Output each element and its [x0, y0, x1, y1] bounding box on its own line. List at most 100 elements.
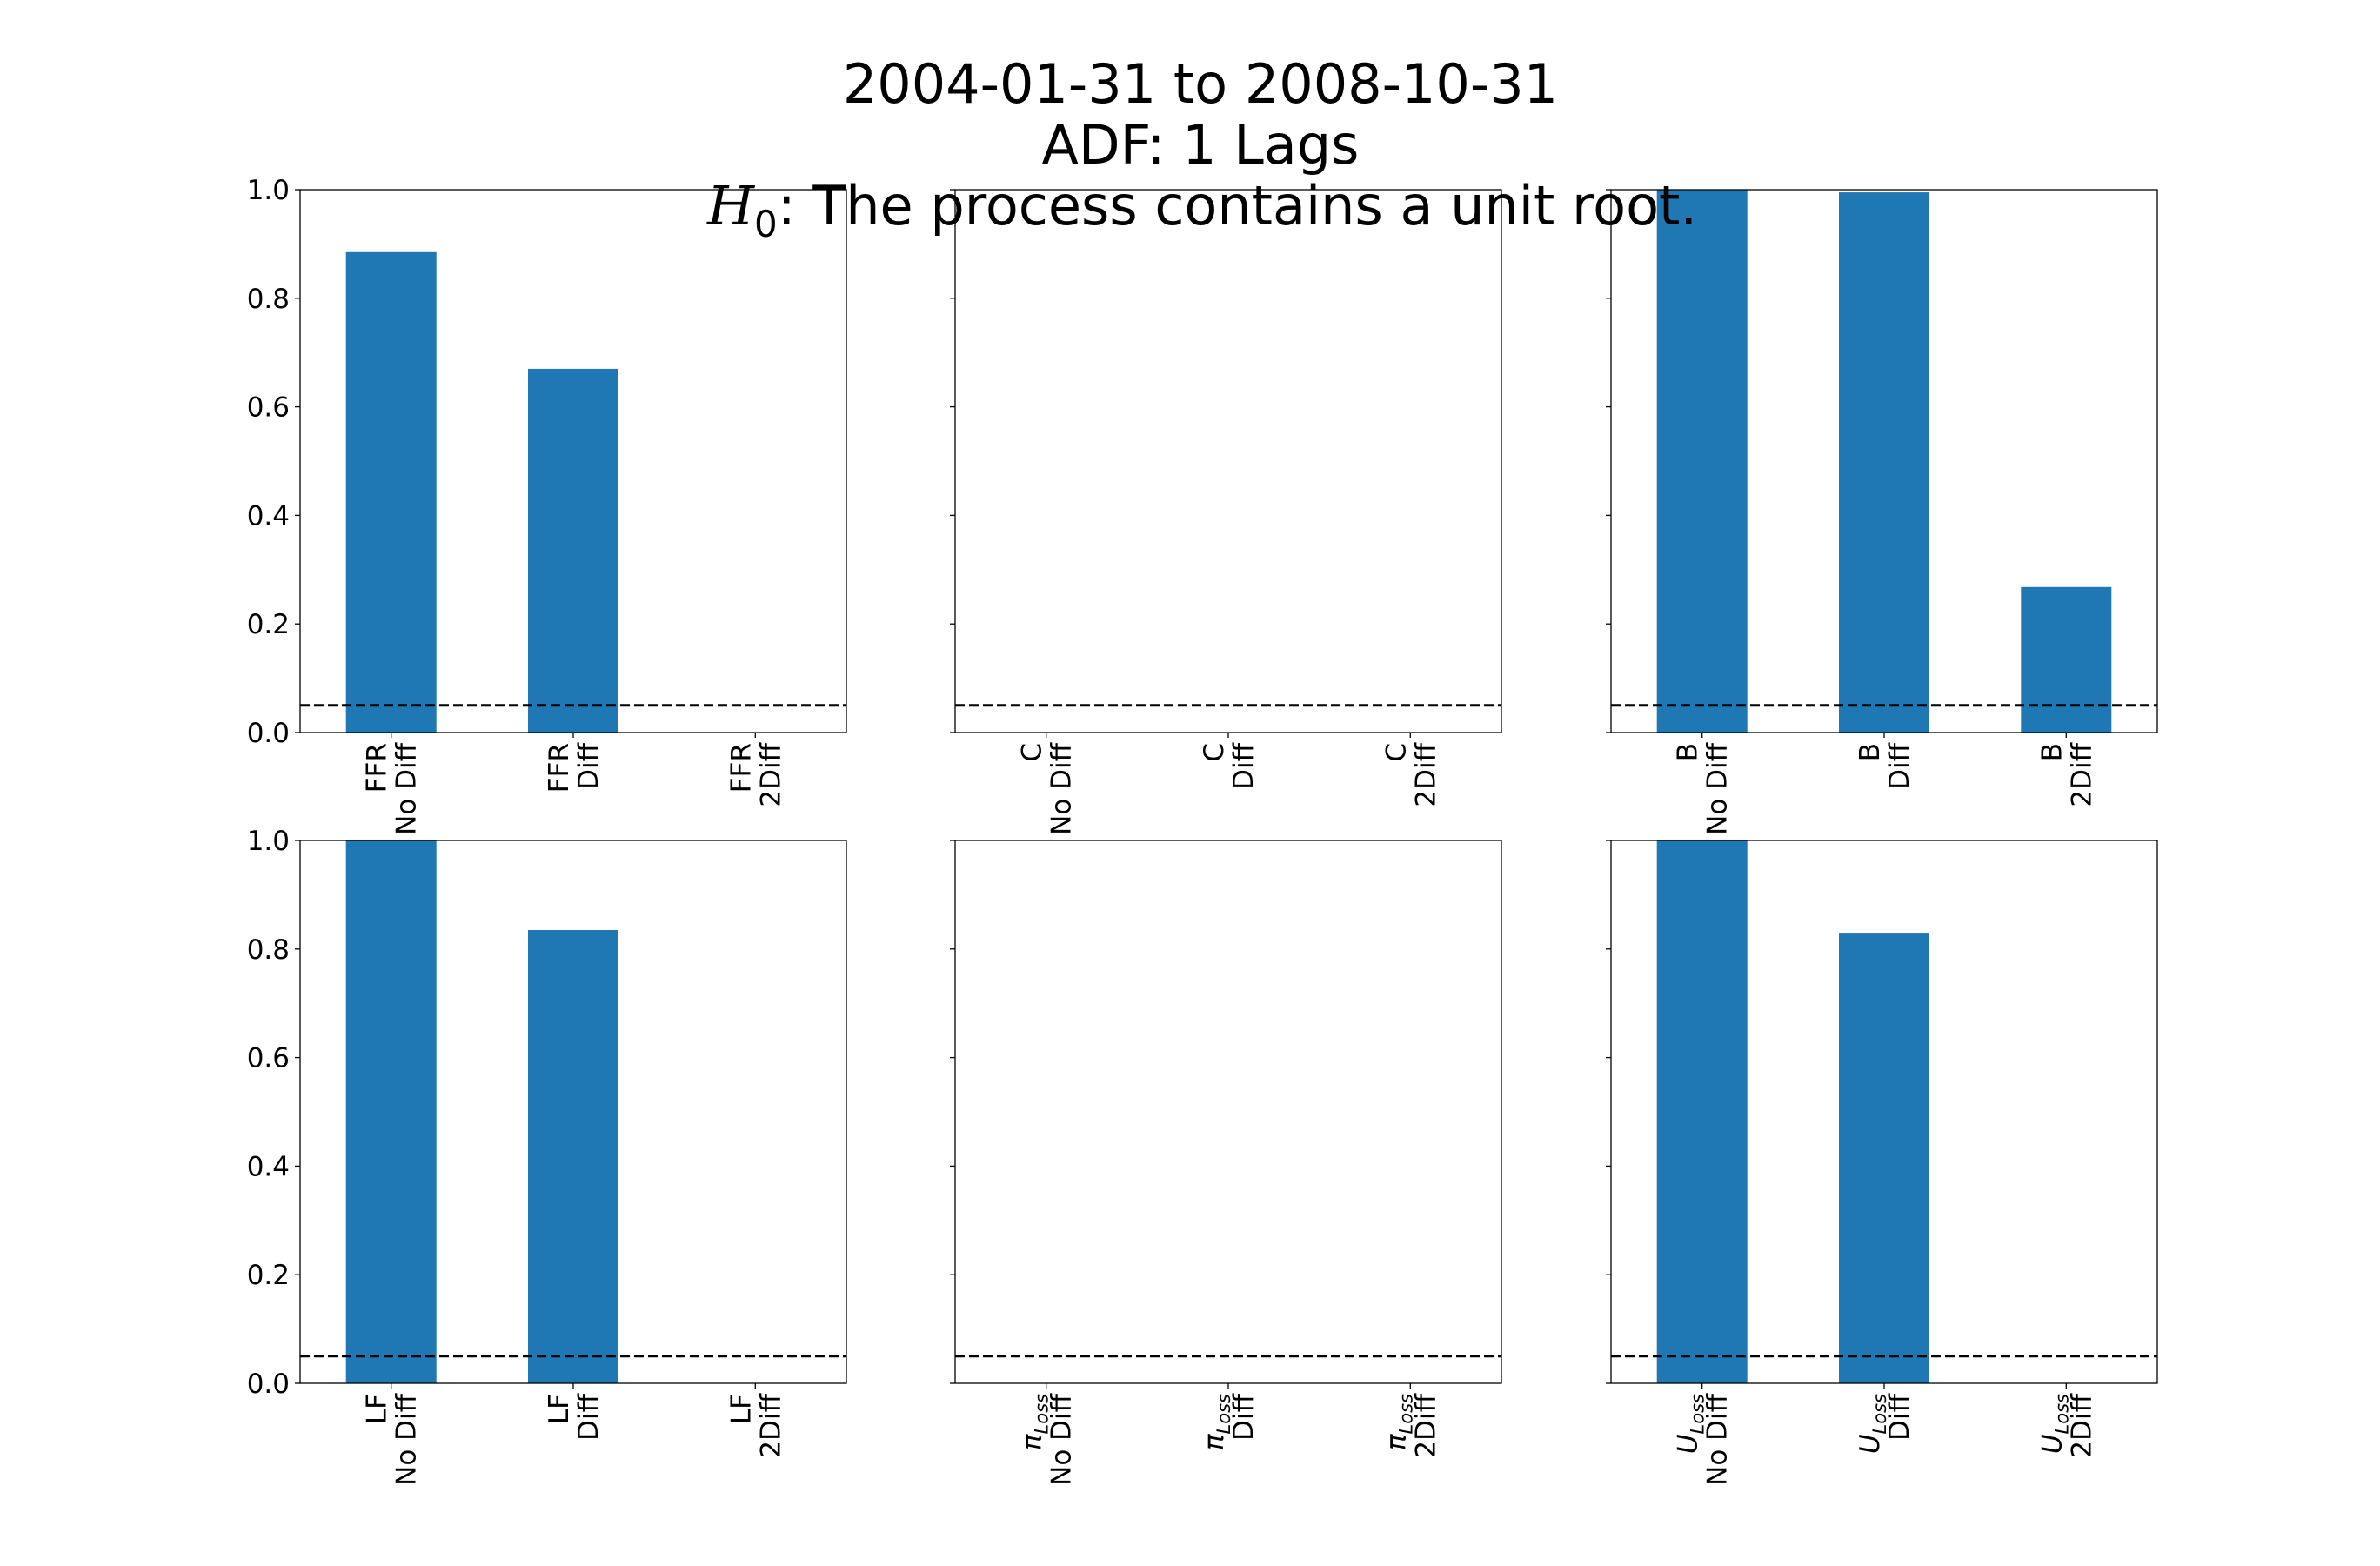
xtick-var-top-middle-1: C: [1199, 743, 1230, 762]
xtick-var-symbol-top-middle-1: C: [1199, 743, 1230, 762]
ytick-label-bottom-left-4: 0.8: [247, 934, 290, 966]
xtick-diff-bottom-right-2: 2Diff: [2066, 1393, 2097, 1457]
xtick-diff-bottom-middle-1: Diff: [1228, 1393, 1260, 1440]
ytick-label-top-left-4: 0.8: [247, 284, 290, 315]
xtick-var-bottom-left-2: LF: [725, 1394, 757, 1424]
xtick-var-symbol-top-right-0: B: [1673, 743, 1704, 761]
xtick-var-symbol-bottom-left-1: LF: [544, 1394, 575, 1424]
xtick-var-symbol-top-left-1: FFR: [544, 743, 575, 793]
xtick-var-symbol-bottom-right-2: U: [2036, 1434, 2068, 1454]
xtick-var-symbol-bottom-middle-2: π: [1381, 1433, 1412, 1450]
xtick-var-bottom-right-0: ULoss: [1673, 1394, 1708, 1454]
xtick-var-symbol-bottom-left-0: LF: [362, 1394, 393, 1424]
xtick-diff-top-left-0: No Diff: [391, 742, 423, 834]
ytick-label-top-left-1: 0.2: [247, 609, 290, 640]
bar-bottom-right-0: [1656, 840, 1748, 1383]
xtick-var-subscript-bottom-middle-2: Loss: [1395, 1394, 1416, 1434]
xtick-diff-bottom-left-0: No Diff: [391, 1393, 423, 1485]
xtick-var-bottom-left-0: LF: [362, 1394, 393, 1424]
bar-top-right-0: [1656, 190, 1748, 733]
bar-bottom-right-1: [1839, 933, 1929, 1383]
xtick-diff-bottom-right-0: No Diff: [1702, 1393, 1734, 1485]
xtick-diff-top-right-0: No Diff: [1702, 742, 1734, 834]
h0-text: : The process contains a unit root.: [778, 174, 1697, 238]
bar-top-right-1: [1839, 192, 1929, 733]
xtick-var-top-left-0: FFR: [362, 743, 393, 793]
h0-symbol: H: [706, 174, 756, 238]
xtick-diff-top-left-1: Diff: [573, 742, 605, 789]
xtick-var-bottom-left-1: LF: [544, 1394, 575, 1424]
h0-subscript: 0: [754, 203, 778, 245]
xtick-var-top-left-2: FFR: [725, 743, 757, 793]
xtick-var-subscript-bottom-right-0: Loss: [1688, 1394, 1708, 1434]
xtick-var-symbol-bottom-middle-1: π: [1199, 1433, 1230, 1450]
xtick-var-symbol-top-left-0: FFR: [362, 743, 393, 793]
xtick-var-subscript-bottom-middle-1: Loss: [1213, 1394, 1234, 1434]
xtick-diff-bottom-middle-0: No Diff: [1046, 1393, 1078, 1485]
ytick-label-top-left-5: 1.0: [247, 175, 290, 206]
ytick-label-bottom-left-2: 0.4: [247, 1151, 290, 1182]
xtick-var-symbol-top-left-2: FFR: [725, 743, 757, 793]
xtick-diff-top-right-1: Diff: [1884, 742, 1915, 789]
title-line-2: ADF: 1 Lags: [1042, 113, 1360, 177]
xtick-diff-top-middle-2: 2Diff: [1410, 742, 1441, 806]
ytick-label-top-left-3: 0.6: [247, 392, 290, 424]
xtick-var-symbol-bottom-right-1: U: [1855, 1434, 1886, 1454]
xtick-var-top-right-0: B: [1673, 743, 1704, 761]
bar-top-right-2: [2021, 586, 2112, 733]
xtick-diff-bottom-left-1: Diff: [573, 1393, 605, 1440]
xtick-diff-bottom-middle-2: 2Diff: [1410, 1393, 1441, 1457]
xtick-var-bottom-right-2: ULoss: [2036, 1394, 2072, 1454]
xtick-var-subscript-bottom-right-2: Loss: [2051, 1394, 2072, 1434]
xtick-var-symbol-top-middle-2: C: [1381, 743, 1412, 762]
xtick-var-symbol-top-right-2: B: [2036, 743, 2068, 761]
xtick-var-top-right-2: B: [2036, 743, 2068, 761]
xtick-var-top-middle-2: C: [1381, 743, 1412, 762]
axes-frame-top-middle: [954, 189, 1502, 733]
bar-bottom-left-0: [345, 840, 437, 1383]
xtick-var-subscript-bottom-middle-0: Loss: [1032, 1394, 1053, 1434]
xtick-diff-top-middle-0: No Diff: [1046, 742, 1078, 834]
xtick-diff-top-right-2: 2Diff: [2066, 742, 2097, 806]
bar-top-left-1: [528, 368, 618, 733]
xtick-var-top-left-1: FFR: [544, 743, 575, 793]
xtick-var-symbol-bottom-middle-0: π: [1017, 1433, 1048, 1450]
xtick-var-top-middle-0: C: [1017, 743, 1048, 762]
xtick-var-bottom-right-1: ULoss: [1855, 1394, 1890, 1454]
xtick-label-top-right-0: BNo Diff: [1673, 742, 1734, 834]
xtick-var-top-right-1: B: [1855, 743, 1886, 761]
title-line-1: 2004-01-31 to 2008-10-31: [843, 52, 1558, 116]
xtick-var-symbol-bottom-right-0: U: [1673, 1434, 1704, 1454]
xtick-diff-top-left-2: 2Diff: [755, 742, 786, 806]
bar-top-left-0: [345, 251, 437, 733]
ytick-label-top-left-0: 0.0: [247, 718, 290, 749]
title-line-3: H0: The process contains a unit root.: [706, 174, 1697, 245]
ytick-label-bottom-left-5: 1.0: [247, 826, 290, 857]
ytick-label-top-left-2: 0.4: [247, 500, 290, 532]
xtick-diff-bottom-left-2: 2Diff: [755, 1393, 786, 1457]
figure-title: 2004-01-31 to 2008-10-31 ADF: 1 Lags H0:…: [706, 52, 1697, 245]
xtick-var-symbol-top-right-1: B: [1855, 743, 1886, 761]
xtick-var-symbol-top-middle-0: C: [1017, 743, 1048, 762]
xtick-var-bottom-middle-0: πLoss: [1017, 1394, 1053, 1450]
